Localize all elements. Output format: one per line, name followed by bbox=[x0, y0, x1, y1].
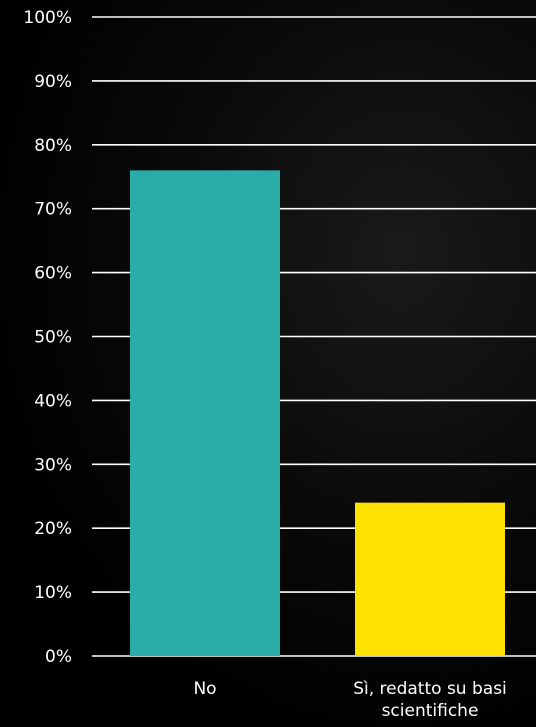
category-label-line: Sì, redatto su basi bbox=[353, 679, 507, 699]
category-label-line: No bbox=[193, 679, 216, 699]
y-tick-label-70: 70% bbox=[34, 200, 72, 220]
category-label-line: scientifiche bbox=[382, 701, 479, 721]
y-tick-label-90: 90% bbox=[34, 72, 72, 92]
y-axis-ticks: 0% 10% 20% 30% 40% 50% 60% 70% 80% 90% 100% bbox=[23, 8, 72, 667]
y-tick-label-100: 100% bbox=[23, 8, 72, 28]
y-tick-label-20: 20% bbox=[34, 519, 72, 539]
bar-0 bbox=[130, 170, 280, 657]
y-tick-label-80: 80% bbox=[34, 136, 72, 156]
y-tick-label-50: 50% bbox=[34, 328, 72, 348]
y-tick-label-40: 40% bbox=[34, 391, 72, 411]
bars bbox=[130, 170, 505, 657]
category-label-0: No bbox=[193, 679, 216, 699]
x-axis-categories: No Sì, redatto su basi scientifiche bbox=[193, 679, 506, 721]
y-tick-label-10: 10% bbox=[34, 583, 72, 603]
y-tick-label-0: 0% bbox=[45, 647, 72, 667]
y-tick-label-60: 60% bbox=[34, 264, 72, 284]
bar-1 bbox=[355, 502, 505, 656]
y-tick-label-30: 30% bbox=[34, 455, 72, 475]
category-label-1: Sì, redatto su basi scientifiche bbox=[353, 679, 507, 721]
